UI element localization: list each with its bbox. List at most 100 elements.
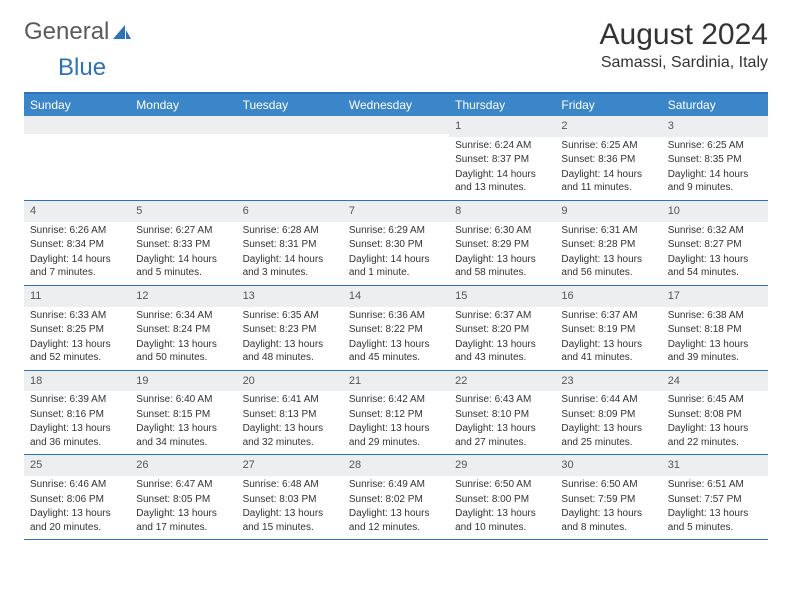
- day-text: Sunrise: 6:42 AMSunset: 8:12 PMDaylight:…: [343, 393, 449, 449]
- day-text: Sunrise: 6:46 AMSunset: 8:06 PMDaylight:…: [24, 478, 130, 534]
- day-cell: 6Sunrise: 6:28 AMSunset: 8:31 PMDaylight…: [237, 201, 343, 285]
- day-text: Sunrise: 6:35 AMSunset: 8:23 PMDaylight:…: [237, 309, 343, 365]
- day-text: Sunrise: 6:48 AMSunset: 8:03 PMDaylight:…: [237, 478, 343, 534]
- day-cell: 14Sunrise: 6:36 AMSunset: 8:22 PMDayligh…: [343, 286, 449, 370]
- day-cell: 22Sunrise: 6:43 AMSunset: 8:10 PMDayligh…: [449, 371, 555, 455]
- sunrise-text: Sunrise: 6:25 AM: [561, 139, 655, 153]
- day-number: 2: [555, 116, 661, 137]
- day-text: Sunrise: 6:28 AMSunset: 8:31 PMDaylight:…: [237, 224, 343, 280]
- sunrise-text: Sunrise: 6:40 AM: [136, 393, 230, 407]
- day-number: 10: [662, 201, 768, 222]
- day-cell: 5Sunrise: 6:27 AMSunset: 8:33 PMDaylight…: [130, 201, 236, 285]
- daylight-text: Daylight: 13 hours and 41 minutes.: [561, 338, 655, 365]
- sunset-text: Sunset: 8:27 PM: [668, 238, 762, 252]
- day-number: 3: [662, 116, 768, 137]
- dow-cell: Monday: [130, 94, 236, 116]
- day-cell: 20Sunrise: 6:41 AMSunset: 8:13 PMDayligh…: [237, 371, 343, 455]
- sunset-text: Sunset: 8:00 PM: [455, 493, 549, 507]
- daylight-text: Daylight: 13 hours and 12 minutes.: [349, 507, 443, 534]
- day-number: 7: [343, 201, 449, 222]
- sunset-text: Sunset: 8:37 PM: [455, 153, 549, 167]
- daylight-text: Daylight: 13 hours and 27 minutes.: [455, 422, 549, 449]
- daylight-text: Daylight: 13 hours and 32 minutes.: [243, 422, 337, 449]
- day-cell: 11Sunrise: 6:33 AMSunset: 8:25 PMDayligh…: [24, 286, 130, 370]
- day-cell: 10Sunrise: 6:32 AMSunset: 8:27 PMDayligh…: [662, 201, 768, 285]
- day-number: 11: [24, 286, 130, 307]
- daylight-text: Daylight: 14 hours and 13 minutes.: [455, 168, 549, 195]
- sunrise-text: Sunrise: 6:44 AM: [561, 393, 655, 407]
- day-cell: 31Sunrise: 6:51 AMSunset: 7:57 PMDayligh…: [662, 455, 768, 539]
- sunrise-text: Sunrise: 6:34 AM: [136, 309, 230, 323]
- sunset-text: Sunset: 8:31 PM: [243, 238, 337, 252]
- day-number: [237, 116, 343, 134]
- daylight-text: Daylight: 14 hours and 5 minutes.: [136, 253, 230, 280]
- day-text: Sunrise: 6:40 AMSunset: 8:15 PMDaylight:…: [130, 393, 236, 449]
- daylight-text: Daylight: 13 hours and 8 minutes.: [561, 507, 655, 534]
- week-row: 18Sunrise: 6:39 AMSunset: 8:16 PMDayligh…: [24, 371, 768, 456]
- day-number: 19: [130, 371, 236, 392]
- sunrise-text: Sunrise: 6:46 AM: [30, 478, 124, 492]
- calendar: SundayMondayTuesdayWednesdayThursdayFrid…: [24, 92, 768, 540]
- day-number: 23: [555, 371, 661, 392]
- sunrise-text: Sunrise: 6:48 AM: [243, 478, 337, 492]
- day-number: 12: [130, 286, 236, 307]
- daylight-text: Daylight: 13 hours and 54 minutes.: [668, 253, 762, 280]
- week-row: 4Sunrise: 6:26 AMSunset: 8:34 PMDaylight…: [24, 201, 768, 286]
- location: Samassi, Sardinia, Italy: [600, 54, 768, 72]
- day-number: [130, 116, 236, 134]
- day-cell: 24Sunrise: 6:45 AMSunset: 8:08 PMDayligh…: [662, 371, 768, 455]
- day-number: 25: [24, 455, 130, 476]
- sunrise-text: Sunrise: 6:50 AM: [561, 478, 655, 492]
- sunset-text: Sunset: 8:35 PM: [668, 153, 762, 167]
- day-text: Sunrise: 6:36 AMSunset: 8:22 PMDaylight:…: [343, 309, 449, 365]
- daylight-text: Daylight: 13 hours and 36 minutes.: [30, 422, 124, 449]
- logo: General: [24, 18, 133, 46]
- sunset-text: Sunset: 8:12 PM: [349, 408, 443, 422]
- day-text: Sunrise: 6:39 AMSunset: 8:16 PMDaylight:…: [24, 393, 130, 449]
- day-text: Sunrise: 6:51 AMSunset: 7:57 PMDaylight:…: [662, 478, 768, 534]
- sunset-text: Sunset: 8:16 PM: [30, 408, 124, 422]
- day-cell: 28Sunrise: 6:49 AMSunset: 8:02 PMDayligh…: [343, 455, 449, 539]
- day-number: 20: [237, 371, 343, 392]
- day-text: Sunrise: 6:29 AMSunset: 8:30 PMDaylight:…: [343, 224, 449, 280]
- sunset-text: Sunset: 7:57 PM: [668, 493, 762, 507]
- day-number: 30: [555, 455, 661, 476]
- sunrise-text: Sunrise: 6:29 AM: [349, 224, 443, 238]
- sunrise-text: Sunrise: 6:25 AM: [668, 139, 762, 153]
- sunset-text: Sunset: 8:29 PM: [455, 238, 549, 252]
- daylight-text: Daylight: 13 hours and 34 minutes.: [136, 422, 230, 449]
- sunset-text: Sunset: 8:22 PM: [349, 323, 443, 337]
- day-cell: 16Sunrise: 6:37 AMSunset: 8:19 PMDayligh…: [555, 286, 661, 370]
- sunset-text: Sunset: 8:05 PM: [136, 493, 230, 507]
- day-text: Sunrise: 6:32 AMSunset: 8:27 PMDaylight:…: [662, 224, 768, 280]
- day-text: Sunrise: 6:37 AMSunset: 8:20 PMDaylight:…: [449, 309, 555, 365]
- day-number: 16: [555, 286, 661, 307]
- sunset-text: Sunset: 8:28 PM: [561, 238, 655, 252]
- sunrise-text: Sunrise: 6:39 AM: [30, 393, 124, 407]
- day-number: [343, 116, 449, 134]
- sunset-text: Sunset: 8:03 PM: [243, 493, 337, 507]
- daylight-text: Daylight: 13 hours and 20 minutes.: [30, 507, 124, 534]
- day-number: 8: [449, 201, 555, 222]
- day-cell: 25Sunrise: 6:46 AMSunset: 8:06 PMDayligh…: [24, 455, 130, 539]
- sunset-text: Sunset: 8:30 PM: [349, 238, 443, 252]
- sunrise-text: Sunrise: 6:35 AM: [243, 309, 337, 323]
- day-number: 17: [662, 286, 768, 307]
- day-number: 1: [449, 116, 555, 137]
- sunrise-text: Sunrise: 6:41 AM: [243, 393, 337, 407]
- daylight-text: Daylight: 13 hours and 29 minutes.: [349, 422, 443, 449]
- sunset-text: Sunset: 8:36 PM: [561, 153, 655, 167]
- daylight-text: Daylight: 13 hours and 17 minutes.: [136, 507, 230, 534]
- sunrise-text: Sunrise: 6:37 AM: [561, 309, 655, 323]
- day-text: Sunrise: 6:45 AMSunset: 8:08 PMDaylight:…: [662, 393, 768, 449]
- day-text: Sunrise: 6:44 AMSunset: 8:09 PMDaylight:…: [555, 393, 661, 449]
- sunset-text: Sunset: 8:24 PM: [136, 323, 230, 337]
- title-block: August 2024 Samassi, Sardinia, Italy: [600, 18, 768, 76]
- sunset-text: Sunset: 8:34 PM: [30, 238, 124, 252]
- logo-sail-icon: [109, 18, 133, 46]
- sunset-text: Sunset: 8:20 PM: [455, 323, 549, 337]
- sunrise-text: Sunrise: 6:51 AM: [668, 478, 762, 492]
- sunrise-text: Sunrise: 6:50 AM: [455, 478, 549, 492]
- sunrise-text: Sunrise: 6:49 AM: [349, 478, 443, 492]
- day-cell: 2Sunrise: 6:25 AMSunset: 8:36 PMDaylight…: [555, 116, 661, 200]
